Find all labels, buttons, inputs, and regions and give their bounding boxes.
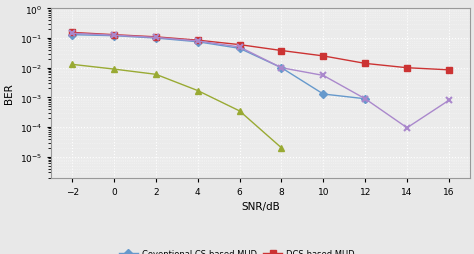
Proposed DACS-based MUD <box>69 33 75 36</box>
Proposed DACS-based MUD <box>404 127 410 130</box>
DCS-based MUD <box>362 62 368 66</box>
X-axis label: SNR/dB: SNR/dB <box>241 201 280 211</box>
Coventional CS-based MUD <box>69 34 75 37</box>
Coventional CS-based MUD <box>111 35 117 38</box>
Line: Oracle LS: Oracle LS <box>69 62 284 151</box>
DCS-based MUD <box>153 36 159 39</box>
Oracle LS <box>111 68 117 71</box>
DCS-based MUD <box>279 50 284 53</box>
Proposed DACS-based MUD <box>320 75 326 78</box>
Oracle LS <box>195 90 201 93</box>
Proposed DACS-based MUD <box>195 40 201 43</box>
Line: Coventional CS-based MUD: Coventional CS-based MUD <box>69 33 368 102</box>
Y-axis label: BER: BER <box>4 83 14 104</box>
Coventional CS-based MUD <box>237 47 242 51</box>
Oracle LS <box>153 73 159 76</box>
DCS-based MUD <box>404 67 410 70</box>
DCS-based MUD <box>69 32 75 35</box>
Legend: Coventional CS-based MUD, Oracle LS, DCS-based MUD, Proposed DACS-based MUD: Coventional CS-based MUD, Oracle LS, DCS… <box>119 249 402 254</box>
Coventional CS-based MUD <box>279 67 284 70</box>
DCS-based MUD <box>237 44 242 47</box>
Oracle LS <box>237 110 242 113</box>
DCS-based MUD <box>446 69 452 72</box>
Oracle LS <box>279 147 284 150</box>
Proposed DACS-based MUD <box>362 98 368 101</box>
Proposed DACS-based MUD <box>237 46 242 49</box>
Proposed DACS-based MUD <box>111 35 117 38</box>
Line: Proposed DACS-based MUD: Proposed DACS-based MUD <box>69 31 452 132</box>
Coventional CS-based MUD <box>195 41 201 44</box>
Proposed DACS-based MUD <box>279 67 284 70</box>
DCS-based MUD <box>195 39 201 42</box>
DCS-based MUD <box>111 34 117 37</box>
Coventional CS-based MUD <box>320 93 326 96</box>
Line: DCS-based MUD: DCS-based MUD <box>69 30 452 74</box>
DCS-based MUD <box>320 55 326 58</box>
Coventional CS-based MUD <box>153 37 159 40</box>
Proposed DACS-based MUD <box>153 37 159 40</box>
Proposed DACS-based MUD <box>446 99 452 102</box>
Coventional CS-based MUD <box>362 98 368 101</box>
Oracle LS <box>69 64 75 67</box>
